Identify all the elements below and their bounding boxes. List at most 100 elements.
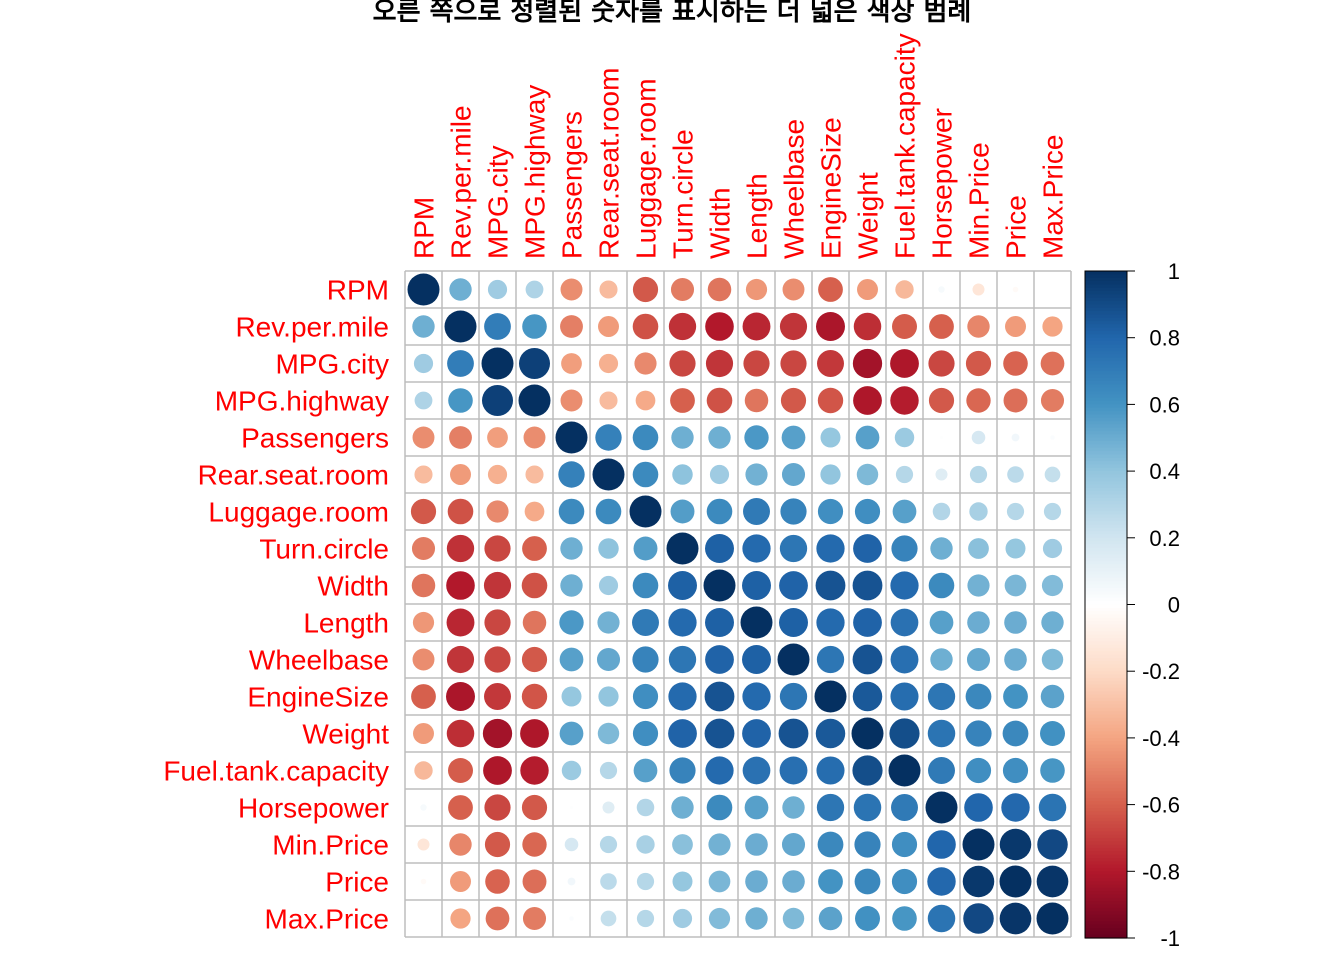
corr-circle-16-8	[708, 870, 731, 893]
corr-circle-12-6	[632, 720, 659, 747]
legend-gradient-step	[1085, 814, 1127, 819]
corr-circle-0-14	[938, 286, 945, 293]
corr-circle-17-2	[485, 906, 510, 931]
corr-circle-12-9	[742, 719, 771, 748]
corr-circle-2-0	[413, 353, 434, 374]
corr-circle-6-15	[969, 502, 988, 521]
legend-gradient-step	[1085, 311, 1127, 315]
corr-circle-12-12	[851, 717, 884, 750]
corr-circle-16-12	[854, 868, 881, 895]
corr-circle-17-12	[855, 906, 880, 931]
corr-circle-7-3	[522, 536, 547, 561]
legend-gradient-step	[1085, 774, 1127, 779]
legend-gradient-step	[1085, 484, 1127, 489]
corr-circle-6-3	[524, 501, 545, 522]
corr-circle-8-5	[598, 575, 619, 596]
legend-tick-label-8: -0.6	[1142, 793, 1180, 818]
legend-gradient-step	[1085, 371, 1127, 375]
legend-gradient-step	[1085, 451, 1127, 456]
corr-circle-16-15	[962, 865, 995, 898]
corr-circle-10-16	[1004, 648, 1027, 671]
legend-gradient-step	[1085, 347, 1127, 352]
corr-circle-6-8	[706, 498, 733, 525]
legend-tick-label-7: -0.4	[1142, 726, 1180, 751]
legend-gradient-step	[1085, 377, 1127, 382]
corr-circle-14-7	[671, 796, 694, 819]
row-label-10: Wheelbase	[249, 645, 389, 676]
legend-gradient-step	[1085, 654, 1127, 659]
legend-gradient-step	[1085, 641, 1127, 646]
corr-circle-3-8	[706, 387, 733, 414]
legend-gradient-step	[1085, 531, 1127, 536]
corr-circle-1-1	[444, 310, 477, 343]
corr-circle-16-6	[636, 872, 655, 891]
corr-circle-4-7	[671, 426, 694, 449]
corr-circle-9-3	[522, 610, 547, 635]
corr-circle-9-1	[446, 608, 475, 637]
corr-circle-11-0	[411, 684, 436, 709]
corr-circle-3-3	[518, 384, 551, 417]
legend-gradient-step	[1085, 637, 1127, 642]
legend-gradient-step	[1085, 764, 1127, 769]
legend-gradient-step	[1085, 734, 1127, 739]
corr-circle-8-11	[815, 570, 846, 601]
legend-gradient-step	[1085, 367, 1127, 372]
corr-circle-13-14	[928, 757, 955, 784]
legend-gradient-step	[1085, 841, 1127, 846]
legend-gradient-step	[1085, 867, 1127, 872]
corr-circle-10-9	[742, 645, 771, 674]
corr-circle-2-4	[561, 353, 582, 374]
corr-circle-5-10	[781, 462, 806, 487]
corr-circle-3-11	[817, 387, 844, 414]
corr-circle-2-17	[1040, 351, 1065, 376]
corr-circle-3-4	[560, 389, 583, 412]
corr-circle-9-15	[967, 611, 990, 634]
corr-circle-1-14	[929, 314, 954, 339]
legend-gradient-step	[1085, 447, 1127, 452]
corr-circle-0-11	[818, 277, 843, 302]
legend-gradient-step	[1085, 534, 1127, 539]
legend-gradient-step	[1085, 361, 1127, 365]
legend-gradient-step	[1085, 887, 1127, 892]
legend-gradient-step	[1085, 771, 1127, 776]
legend-gradient-step	[1085, 587, 1127, 592]
corr-circle-9-4	[559, 610, 584, 635]
legend-gradient-step	[1085, 471, 1127, 476]
legend-gradient-step	[1085, 581, 1127, 586]
corr-circle-16-14	[927, 867, 956, 896]
legend-gradient-step	[1085, 274, 1127, 279]
legend-gradient-step	[1085, 851, 1127, 856]
corr-circle-3-12	[853, 386, 882, 415]
col-label-1: Rev.per.mile	[446, 105, 477, 259]
corr-circle-14-14	[925, 791, 958, 824]
corr-circle-15-10	[781, 832, 806, 857]
legend-gradient-step	[1085, 721, 1127, 726]
corr-circle-11-4	[561, 686, 582, 707]
legend-gradient-step	[1085, 741, 1127, 746]
corr-circle-7-4	[560, 537, 583, 560]
corr-circle-9-6	[632, 609, 659, 636]
corr-circle-11-14	[927, 682, 956, 711]
corr-circle-15-4	[564, 837, 579, 852]
corr-circle-6-0	[410, 498, 437, 525]
corr-circle-1-5	[598, 316, 619, 337]
correlation-grid	[404, 270, 1072, 938]
corr-circle-8-4	[560, 574, 583, 597]
corr-circle-5-4	[558, 461, 585, 488]
legend-gradient-step	[1085, 291, 1127, 295]
legend-gradient-step	[1085, 727, 1127, 732]
corr-circle-10-2	[484, 646, 511, 673]
corr-circle-9-0	[412, 611, 435, 634]
legend-gradient-step	[1085, 317, 1127, 322]
corr-circle-9-8	[705, 608, 734, 637]
corr-circle-17-13	[892, 906, 917, 931]
corr-circle-14-15	[964, 793, 993, 822]
corr-circle-11-12	[852, 681, 883, 712]
corr-circle-5-15	[969, 465, 988, 484]
legend-gradient-step	[1085, 614, 1127, 619]
corr-circle-2-6	[634, 352, 657, 375]
corr-circle-15-6	[636, 835, 655, 854]
corr-circle-13-8	[705, 756, 734, 785]
legend-gradient-step	[1085, 624, 1127, 629]
corr-circle-5-8	[709, 464, 730, 485]
